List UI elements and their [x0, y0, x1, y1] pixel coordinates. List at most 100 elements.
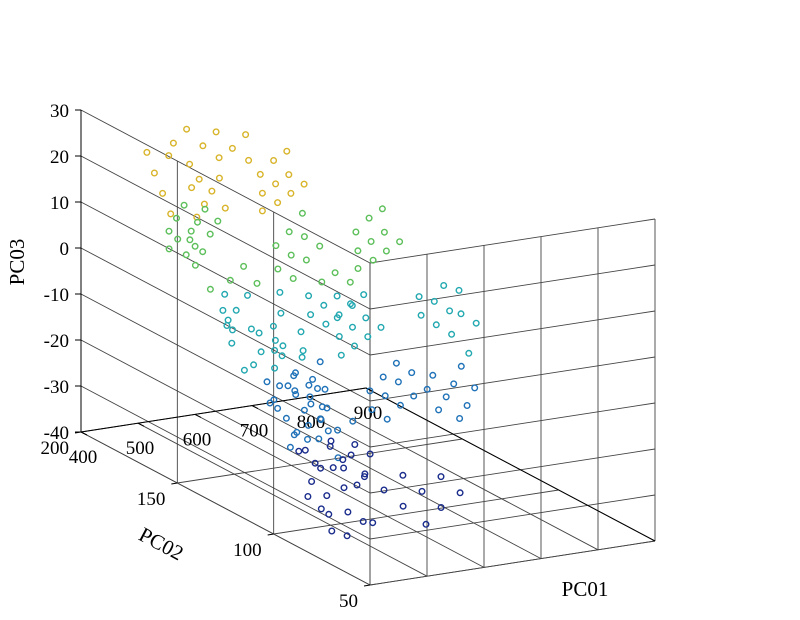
data-point	[159, 189, 167, 197]
data-point	[399, 502, 407, 510]
data-point	[283, 147, 291, 155]
data-point	[186, 160, 194, 168]
data-point	[396, 238, 404, 246]
z-tick-label: -30	[44, 377, 69, 398]
data-point	[465, 349, 473, 357]
data-point	[307, 400, 315, 408]
data-point	[349, 323, 357, 331]
data-point	[300, 406, 308, 414]
data-point	[471, 384, 479, 392]
data-point	[463, 402, 471, 410]
x-axis-line	[80, 387, 367, 433]
data-point	[304, 421, 312, 429]
data-point	[278, 352, 286, 360]
data-point	[272, 180, 280, 188]
data-point	[165, 227, 173, 235]
data-point	[306, 393, 314, 401]
x-tick-mark	[251, 405, 259, 410]
data-point	[226, 276, 234, 284]
data-point	[150, 169, 158, 177]
data-point	[455, 286, 463, 294]
y-tick-mark	[267, 533, 274, 536]
data-point	[394, 378, 402, 386]
data-point	[364, 333, 372, 341]
data-point	[221, 290, 229, 298]
data-point	[287, 189, 295, 197]
data-point	[247, 325, 255, 333]
data-point	[172, 214, 180, 222]
data-point	[293, 428, 301, 436]
data-point	[378, 205, 386, 213]
data-point	[309, 375, 317, 383]
data-point	[333, 292, 341, 300]
data-point	[327, 437, 335, 445]
gridline-y-floor	[177, 438, 463, 484]
data-point	[165, 152, 173, 160]
data-point	[415, 293, 423, 301]
data-point	[317, 505, 325, 513]
data-point	[304, 435, 312, 443]
data-point	[215, 174, 223, 182]
data-point	[199, 142, 207, 150]
data-points	[143, 125, 480, 540]
data-point	[191, 261, 199, 269]
data-point	[418, 487, 426, 495]
z-tick-label: 20	[50, 147, 69, 168]
data-point	[317, 415, 325, 423]
data-point	[435, 406, 443, 414]
data-point	[326, 442, 334, 450]
gridline-z-backwall	[369, 402, 656, 448]
data-point	[448, 330, 456, 338]
data-point	[396, 401, 404, 409]
z-tick-label: 0	[60, 239, 70, 260]
data-point	[258, 189, 266, 197]
data-point	[318, 278, 326, 286]
z-tick-label: 30	[50, 101, 69, 122]
data-point	[353, 481, 361, 489]
data-point	[331, 269, 339, 277]
data-point	[182, 251, 190, 259]
data-point	[344, 508, 352, 516]
data-point	[347, 451, 355, 459]
gridline-x-floor	[308, 396, 599, 551]
data-point	[335, 333, 343, 341]
data-point	[290, 372, 298, 380]
gridline-z-leftwall	[80, 385, 371, 540]
data-point	[297, 328, 305, 336]
data-point	[410, 392, 418, 400]
data-point	[165, 245, 173, 253]
data-point	[383, 415, 391, 423]
data-point	[408, 369, 416, 377]
data-point	[174, 235, 182, 243]
data-point	[351, 342, 359, 350]
data-point	[285, 171, 293, 179]
gridline-z-backwall	[369, 494, 656, 540]
y-tick-mark	[171, 482, 178, 485]
data-point	[432, 321, 440, 329]
gridline-x-floor	[251, 405, 542, 559]
x-tick-mark	[137, 422, 145, 427]
data-point	[298, 353, 306, 361]
gridline-z-backwall	[369, 218, 656, 264]
data-point	[274, 199, 282, 207]
data-point	[369, 256, 377, 264]
data-point	[284, 382, 292, 390]
data-point	[206, 285, 214, 293]
gridline-z-leftwall	[80, 247, 371, 402]
data-point	[399, 471, 407, 479]
data-point	[339, 456, 347, 464]
data-point	[300, 233, 308, 241]
data-point	[255, 329, 263, 337]
y-tick-mark	[363, 584, 371, 587]
data-point	[269, 322, 277, 330]
y-tick-label: 200	[41, 438, 70, 459]
data-point	[308, 478, 316, 486]
data-point	[143, 148, 151, 156]
data-point	[245, 156, 253, 164]
x-tick-label: 400	[69, 447, 98, 468]
data-point	[305, 381, 313, 389]
data-point	[457, 362, 465, 370]
z-axis-label: PC03	[5, 239, 29, 286]
data-point	[423, 385, 431, 393]
